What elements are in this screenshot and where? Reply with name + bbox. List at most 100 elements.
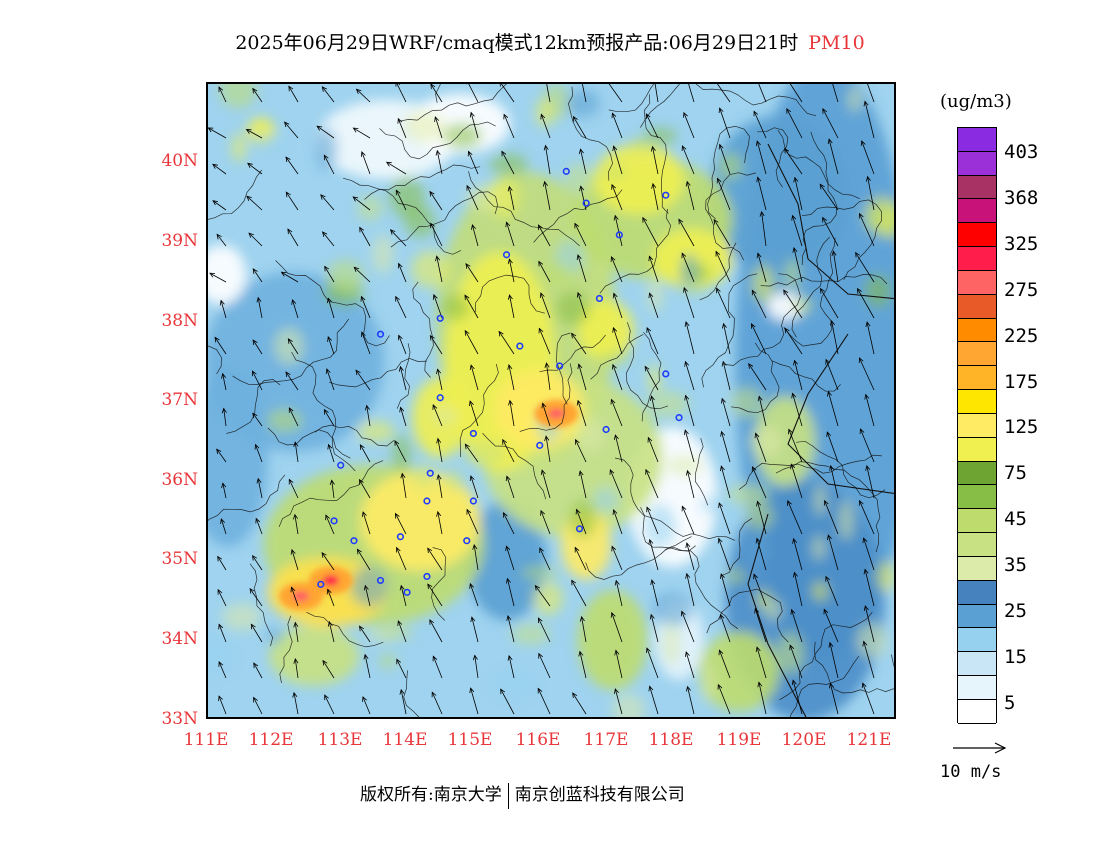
wind-arrow (539, 547, 551, 571)
wind-arrow-head (469, 111, 475, 118)
wind-arrow (608, 84, 623, 103)
wind-arrow-head (646, 326, 652, 333)
concentration-patch (577, 589, 648, 690)
wind-arrow-head (722, 322, 727, 329)
wind-arrow-head (825, 575, 830, 582)
wind-arrow (681, 611, 695, 643)
wind-arrow-head (718, 143, 724, 150)
wind-arrow-head (572, 692, 578, 699)
wind-arrow-head (397, 620, 403, 627)
wind-arrow-head (280, 271, 287, 277)
lat-label-33n: 33N (161, 709, 198, 729)
monitoring-site-marker (556, 362, 564, 370)
admin-border (291, 351, 356, 472)
wind-arrow (611, 612, 623, 643)
legend-label: 5 (1004, 692, 1016, 714)
wind-arrow-head (611, 545, 617, 552)
monitoring-site-marker (502, 251, 511, 259)
admin-border (379, 121, 496, 160)
wind-arrow (684, 429, 695, 463)
wind-arrow-head (576, 399, 582, 406)
wind-arrow (357, 549, 371, 571)
lon-label-117e: 117E (583, 730, 629, 750)
texture-patch (463, 440, 506, 467)
legend-label: 275 (1004, 279, 1039, 301)
wind-arrow (721, 398, 731, 427)
wind-arrow (252, 88, 263, 103)
wind-arrow (430, 84, 443, 103)
wind-arrow (683, 112, 695, 139)
wind-arrow (247, 163, 263, 175)
wind-arrow (826, 431, 839, 463)
wind-arrow-head (503, 113, 509, 120)
wind-arrow-head (288, 478, 294, 485)
wind-arrow (498, 331, 515, 355)
concentration-patch (360, 470, 481, 571)
wind-arrow (364, 585, 371, 607)
wind-arrow-head (716, 177, 722, 184)
wind-arrow-head (610, 398, 616, 405)
texture-patch (595, 258, 611, 300)
monitoring-site-marker (582, 199, 590, 207)
wind-arrow (783, 289, 803, 319)
wind-arrow (717, 178, 731, 211)
wind-arrow-head (650, 579, 656, 585)
wind-arrow (719, 650, 731, 679)
wind-arrow (615, 580, 623, 607)
wind-arrow-head (651, 182, 657, 189)
wind-arrow (646, 327, 659, 355)
lon-label-111e: 111E (183, 730, 229, 750)
wind-arrow-head (248, 232, 254, 238)
admin-border (789, 655, 860, 717)
wind-arrow (649, 292, 659, 319)
wind-arrow-head (650, 145, 656, 152)
wind-arrow-head (538, 327, 544, 334)
texture-patch (441, 294, 470, 321)
wind-arrow-head (756, 500, 762, 507)
wind-arrow (291, 549, 299, 571)
wind-arrow-head (612, 145, 618, 152)
wind-arrow-head (683, 429, 689, 436)
wind-arrow (613, 293, 623, 319)
wind-arrow (649, 256, 659, 283)
wind-arrow-head (718, 107, 724, 114)
legend-label: 175 (1004, 371, 1039, 393)
wind-arrow-head (718, 502, 723, 508)
texture-patch (746, 502, 774, 530)
wind-arrow (506, 476, 515, 499)
wind-arrow-head (216, 448, 222, 455)
wind-arrow (294, 514, 299, 535)
wind-arrow-head (823, 499, 829, 506)
wind-arrow-head (395, 84, 401, 87)
wind-arrow-head (681, 505, 687, 512)
wind-arrow-head (252, 268, 258, 274)
wind-arrow-head (321, 86, 327, 92)
wind-arrow-head (472, 654, 478, 661)
wind-arrow-head (648, 685, 654, 692)
wind-arrow (466, 509, 479, 535)
admin-border (801, 131, 838, 266)
wind-arrow (687, 470, 695, 499)
wind-arrow (327, 336, 335, 355)
wind-arrow-head (288, 85, 294, 92)
wind-arrow (394, 513, 407, 535)
monitoring-site-marker (330, 517, 338, 525)
wind-arrow-head (327, 297, 332, 304)
wind-arrow-head (791, 214, 797, 221)
texture-patch (576, 417, 605, 451)
wind-arrow-head (435, 255, 441, 262)
admin-border (208, 345, 222, 375)
wind-arrow-head (755, 646, 761, 653)
wind-arrow (364, 654, 371, 679)
wind-arrow (722, 361, 731, 391)
wind-arrow-head (757, 395, 763, 402)
wind-arrow (793, 247, 803, 283)
monitoring-site-marker (516, 342, 524, 350)
wind-arrow (436, 150, 443, 175)
wind-arrow (829, 642, 839, 679)
wind-arrow-head (755, 537, 761, 544)
wind-arrow (581, 84, 587, 103)
wind-arrow-head (505, 545, 511, 552)
wind-arrow (470, 475, 479, 499)
wind-arrow-head (218, 695, 223, 702)
